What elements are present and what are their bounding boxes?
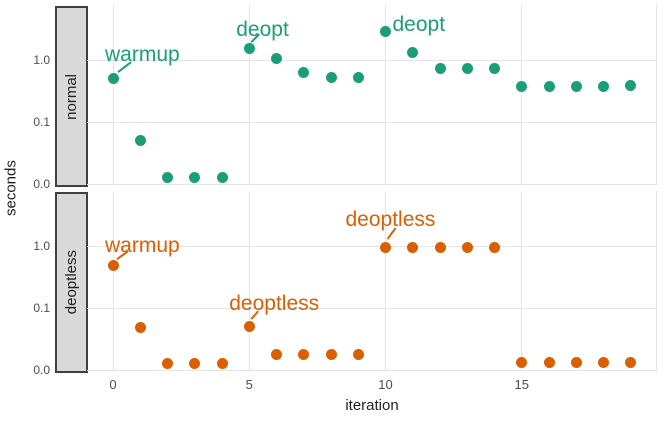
data-point	[107, 259, 119, 271]
data-point	[216, 358, 228, 370]
x-tick-label: 5	[245, 377, 253, 392]
data-point	[298, 348, 310, 360]
data-point	[489, 62, 500, 74]
gridline-y	[87, 121, 657, 123]
annotation-lines	[117, 33, 260, 73]
data-point	[352, 348, 364, 360]
y-tick-label: 0.0	[33, 363, 50, 377]
gridline-x	[112, 191, 114, 371]
annotation-label: warmup	[105, 234, 180, 258]
data-point	[134, 321, 146, 333]
annotation-line	[250, 310, 260, 320]
gridline-x	[521, 191, 523, 371]
gridline-x	[112, 5, 114, 185]
data-point	[107, 72, 119, 84]
panel-deoptless: warmup deoptless deoptless	[87, 191, 657, 371]
facet-strip-normal: normal	[55, 6, 88, 187]
data-point	[134, 134, 146, 146]
data-point	[298, 67, 310, 79]
annotation-label: deoptless	[229, 292, 320, 316]
data-point	[461, 241, 473, 253]
data-point	[380, 241, 391, 253]
data-point	[162, 358, 173, 370]
gridline-y	[87, 59, 657, 61]
data-point	[407, 241, 419, 253]
gridline-y	[87, 369, 657, 371]
y-tick-label: 0.0	[33, 177, 50, 191]
data-point	[271, 53, 282, 65]
data-point	[598, 357, 609, 369]
annotation-label: deopt	[236, 18, 289, 42]
y-tick-label: 0.1	[33, 115, 50, 129]
data-point	[516, 81, 528, 93]
data-point	[243, 320, 255, 332]
y-tick-label: 0.1	[33, 301, 50, 315]
annotation-line	[117, 61, 132, 73]
data-point	[543, 81, 555, 93]
gridline-y	[87, 307, 657, 309]
gridline-x	[248, 191, 250, 371]
gridline-x	[385, 191, 386, 371]
y-tick-label: 1.0	[33, 239, 50, 253]
facet-strip-label: deoptless	[63, 250, 80, 315]
x-tick-label: 10	[378, 377, 393, 392]
annotation-label: deopt	[392, 13, 446, 37]
data-point	[407, 47, 419, 59]
annotation-line	[386, 227, 397, 240]
facet-strip-label: normal	[63, 73, 80, 120]
gridline-y	[87, 245, 657, 247]
annotation-lines	[116, 227, 397, 320]
data-point	[162, 172, 173, 184]
gridline-x	[656, 191, 657, 371]
facet-strip-deoptless: deoptless	[55, 192, 88, 373]
gridline-x	[385, 5, 386, 185]
data-point	[625, 357, 637, 369]
data-point	[189, 172, 201, 184]
data-point	[434, 241, 446, 253]
data-point	[543, 357, 555, 369]
gridline-x	[656, 5, 657, 185]
data-point	[461, 62, 473, 74]
gridline-x	[521, 5, 523, 185]
data-point	[434, 62, 446, 74]
data-point	[516, 357, 528, 369]
data-point	[570, 357, 582, 369]
data-point	[216, 172, 228, 184]
data-point	[489, 241, 500, 253]
data-point	[325, 348, 337, 360]
data-point	[380, 25, 391, 37]
gridline-x	[248, 5, 250, 185]
data-point	[189, 358, 201, 370]
annotation-line	[250, 33, 260, 43]
annotation-label: deoptless	[345, 208, 436, 232]
gridline-y	[87, 183, 657, 185]
panel-normal: warmup deopt deopt	[87, 5, 657, 185]
x-tick-label: 0	[109, 377, 117, 392]
data-point	[625, 79, 637, 91]
data-point	[570, 81, 582, 93]
data-point	[243, 42, 255, 54]
data-point	[598, 81, 609, 93]
annotation-label: warmup	[105, 43, 180, 67]
y-tick-label: 1.0	[33, 53, 50, 67]
x-tick-label: 15	[514, 377, 529, 392]
data-point	[271, 348, 282, 360]
x-axis-title: iteration	[345, 397, 399, 414]
data-point	[325, 71, 337, 83]
data-point	[352, 71, 364, 83]
annotation-line	[116, 250, 129, 261]
